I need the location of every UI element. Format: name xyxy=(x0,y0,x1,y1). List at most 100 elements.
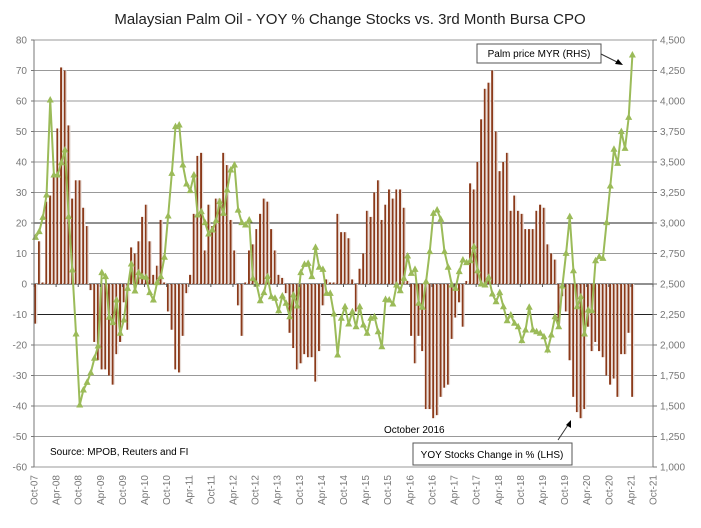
price-point xyxy=(352,322,360,330)
price-point xyxy=(286,312,294,320)
stocks-bar xyxy=(189,274,193,284)
price-point xyxy=(466,256,474,264)
price-point xyxy=(249,274,257,281)
price-point xyxy=(194,210,202,218)
stocks-bar xyxy=(170,284,174,330)
price-point xyxy=(378,342,386,350)
y-right-tick-label: 1,000 xyxy=(660,463,685,474)
y-left-tick-label: 60 xyxy=(16,97,28,108)
x-tick-label: Oct-20 xyxy=(604,475,615,505)
x-tick-label: Apr-15 xyxy=(361,475,372,505)
stocks-bar xyxy=(612,284,616,379)
price-point xyxy=(245,215,253,223)
price-point xyxy=(275,306,283,314)
stocks-bar xyxy=(196,155,200,284)
stocks-bar xyxy=(214,198,218,284)
price-point xyxy=(264,272,272,280)
price-point xyxy=(216,197,224,205)
y-right-tick-label: 2,000 xyxy=(660,341,685,352)
stocks-bar xyxy=(166,284,171,312)
x-tick-label: Apr-11 xyxy=(184,475,195,505)
price-point xyxy=(533,327,541,335)
stocks-bar xyxy=(454,284,458,318)
stocks-bar xyxy=(539,204,543,284)
stocks-bar xyxy=(417,284,421,336)
price-point xyxy=(242,220,250,228)
price-point xyxy=(569,266,577,274)
y-right-tick-label: 3,500 xyxy=(660,158,685,169)
price-point xyxy=(551,312,559,320)
price-point xyxy=(319,265,327,272)
price-point xyxy=(175,121,183,128)
stocks-bar xyxy=(616,284,620,397)
stocks-bar xyxy=(225,165,229,284)
stocks-bar xyxy=(476,162,480,284)
stocks-bar xyxy=(288,284,292,333)
y-left-tick-label: 70 xyxy=(16,66,28,77)
stocks-bar xyxy=(502,162,506,284)
price-point xyxy=(374,327,382,335)
y-right-tick-label: 1,500 xyxy=(660,402,685,413)
stocks-bar xyxy=(303,284,307,355)
stocks-bar xyxy=(85,226,89,284)
x-tick-label: Oct-12 xyxy=(251,475,262,505)
stocks-bar xyxy=(410,284,414,336)
price-point xyxy=(120,315,128,323)
stocks-bar xyxy=(49,195,53,284)
price-point xyxy=(135,268,143,276)
price-arrowhead xyxy=(615,59,623,65)
y-right-tick-label: 2,500 xyxy=(660,280,685,291)
price-point xyxy=(334,351,342,358)
stocks-bar xyxy=(185,284,189,294)
price-point xyxy=(260,288,268,296)
price-point xyxy=(35,227,43,235)
price-point xyxy=(555,322,563,330)
price-point xyxy=(87,368,95,376)
stocks-bar xyxy=(432,284,436,419)
stocks-bar xyxy=(446,284,451,385)
price-point xyxy=(116,329,124,336)
stocks-bar xyxy=(137,241,141,284)
y-left-tick-label: 50 xyxy=(16,127,28,138)
stocks-bar xyxy=(314,284,318,382)
stocks-bar xyxy=(71,198,75,284)
x-tick-label: Oct-17 xyxy=(472,475,483,505)
stocks-bar xyxy=(439,284,443,397)
stocks-bar xyxy=(107,284,112,376)
price-point xyxy=(79,386,87,393)
stocks-arrowhead xyxy=(566,420,571,428)
price-point xyxy=(452,284,460,291)
price-point xyxy=(540,332,548,340)
price-label-box xyxy=(476,43,602,64)
price-point xyxy=(592,256,600,264)
price-point xyxy=(418,303,426,310)
price-point xyxy=(205,229,213,237)
stocks-bar xyxy=(251,244,255,284)
stocks-bar xyxy=(428,284,432,410)
price-point xyxy=(308,272,316,280)
price-point xyxy=(153,278,161,286)
price-point xyxy=(312,243,320,250)
stocks-bar xyxy=(461,284,465,327)
y-right-tick-label: 4,500 xyxy=(660,36,685,47)
price-point xyxy=(470,242,478,250)
price-point xyxy=(529,325,537,333)
stocks-bar xyxy=(292,284,296,349)
price-point xyxy=(124,284,132,291)
stocks-bar xyxy=(266,201,270,284)
stocks-bar xyxy=(598,284,602,352)
stocks-bar xyxy=(531,229,535,284)
price-point xyxy=(293,301,301,309)
stocks-bar xyxy=(45,201,49,284)
stocks-bar xyxy=(78,180,82,284)
y-left-tick-label: 40 xyxy=(16,158,28,169)
price-point xyxy=(46,96,54,103)
stocks-bar xyxy=(494,131,498,284)
price-point xyxy=(599,254,607,261)
stocks-bar xyxy=(115,284,119,355)
price-point xyxy=(492,297,500,305)
price-point xyxy=(415,299,423,306)
stocks-bar xyxy=(89,284,93,291)
stocks-bar xyxy=(443,284,447,388)
